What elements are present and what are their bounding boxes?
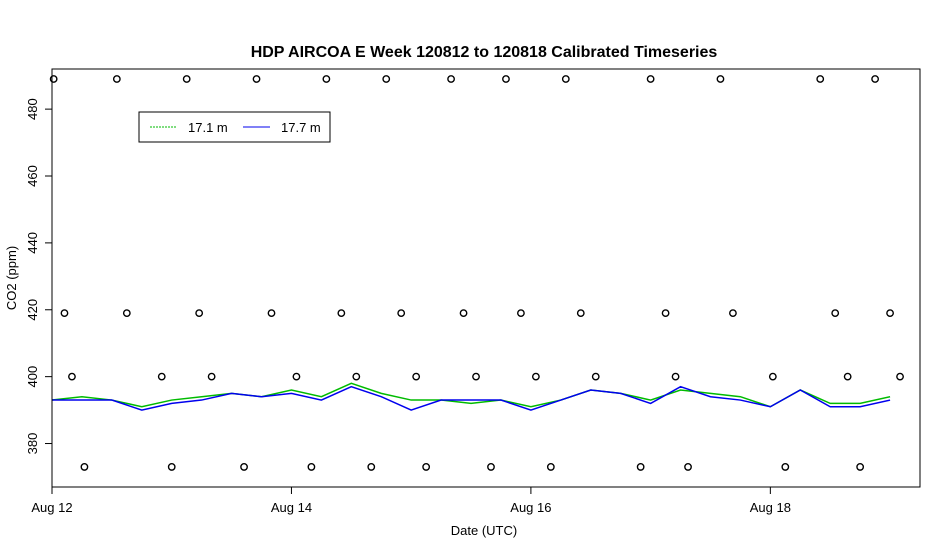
y-tick-label: 480: [25, 98, 40, 120]
calibration-point: [886, 309, 894, 318]
calibration-point: [843, 372, 852, 381]
calibration-point: [591, 372, 600, 381]
chart-title: HDP AIRCOA E Week 120812 to 120818 Calib…: [251, 44, 718, 61]
calibration-point: [472, 372, 480, 381]
calibration-point: [182, 75, 191, 83]
calibration-points: [49, 75, 904, 471]
x-axis-label: Date (UTC): [451, 523, 517, 538]
calibration-point: [671, 372, 680, 381]
series-lines: [51, 382, 891, 411]
y-axis-label: CO2 (ppm): [4, 246, 19, 310]
calibration-point: [781, 463, 790, 471]
plot-frame: [51, 68, 921, 488]
series-line-1: [51, 382, 891, 408]
calibration-point: [896, 372, 904, 381]
calibration-point: [716, 75, 725, 83]
x-tick-label: Aug 14: [271, 500, 312, 515]
calibration-point: [112, 75, 121, 83]
calibration-point: [382, 75, 391, 83]
calibration-point: [546, 463, 555, 471]
calibration-point: [68, 372, 76, 381]
calibration-point: [561, 75, 570, 83]
series-line-2: [52, 385, 891, 411]
calibration-point: [661, 309, 670, 318]
x-tick-label: Aug 12: [31, 500, 72, 515]
calibration-point: [636, 463, 645, 471]
calibration-point: [60, 309, 69, 318]
calibration-point: [195, 309, 204, 318]
y-tick-label: 420: [25, 299, 40, 321]
calibration-point: [729, 309, 737, 318]
calibration-point: [207, 372, 216, 381]
x-tick-label: Aug 16: [510, 500, 551, 515]
calibration-point: [49, 75, 58, 83]
calibration-point: [487, 463, 495, 471]
x-axis: Aug 12 Aug 14 Aug 16 Aug 18: [31, 487, 791, 515]
calibration-point: [252, 75, 261, 83]
x-tick-label: Aug 18: [750, 500, 791, 515]
calibration-point: [768, 372, 777, 381]
legend-box: [138, 111, 331, 143]
y-tick-label: 460: [25, 165, 40, 187]
calibration-point: [856, 463, 865, 471]
calibration-point: [447, 75, 455, 83]
legend: 17.1 m 17.7 m: [138, 111, 331, 143]
calibration-point: [412, 372, 421, 381]
y-tick-label: 440: [25, 232, 40, 254]
calibration-point: [502, 75, 510, 83]
calibration-point: [292, 372, 301, 381]
calibration-point: [367, 463, 376, 471]
calibration-point: [397, 309, 406, 318]
y-tick-label: 400: [25, 366, 40, 388]
calibration-point: [167, 463, 176, 471]
calibration-point: [517, 309, 525, 318]
calibration-point: [459, 309, 468, 318]
calibration-point: [531, 372, 540, 381]
calibration-point: [267, 309, 276, 318]
calibration-point: [307, 463, 316, 471]
legend-label-17-1: 17.1 m: [188, 120, 228, 135]
calibration-point: [576, 309, 585, 318]
legend-label-17-7: 17.7 m: [281, 120, 321, 135]
calibration-point: [157, 372, 166, 381]
calibration-point: [337, 309, 346, 318]
y-tick-label: 380: [25, 433, 40, 455]
calibration-point: [80, 463, 89, 471]
calibration-point: [831, 309, 840, 318]
calibration-point: [422, 463, 431, 471]
y-axis: 380 400 420 440 460 480: [25, 98, 52, 454]
calibration-point: [352, 372, 361, 381]
calibration-point: [816, 75, 825, 83]
calibration-point: [871, 75, 880, 83]
calibration-point: [122, 309, 131, 318]
calibration-point: [240, 463, 248, 471]
calibration-point: [322, 75, 331, 83]
calibration-point: [684, 463, 692, 471]
calibration-point: [646, 75, 655, 83]
